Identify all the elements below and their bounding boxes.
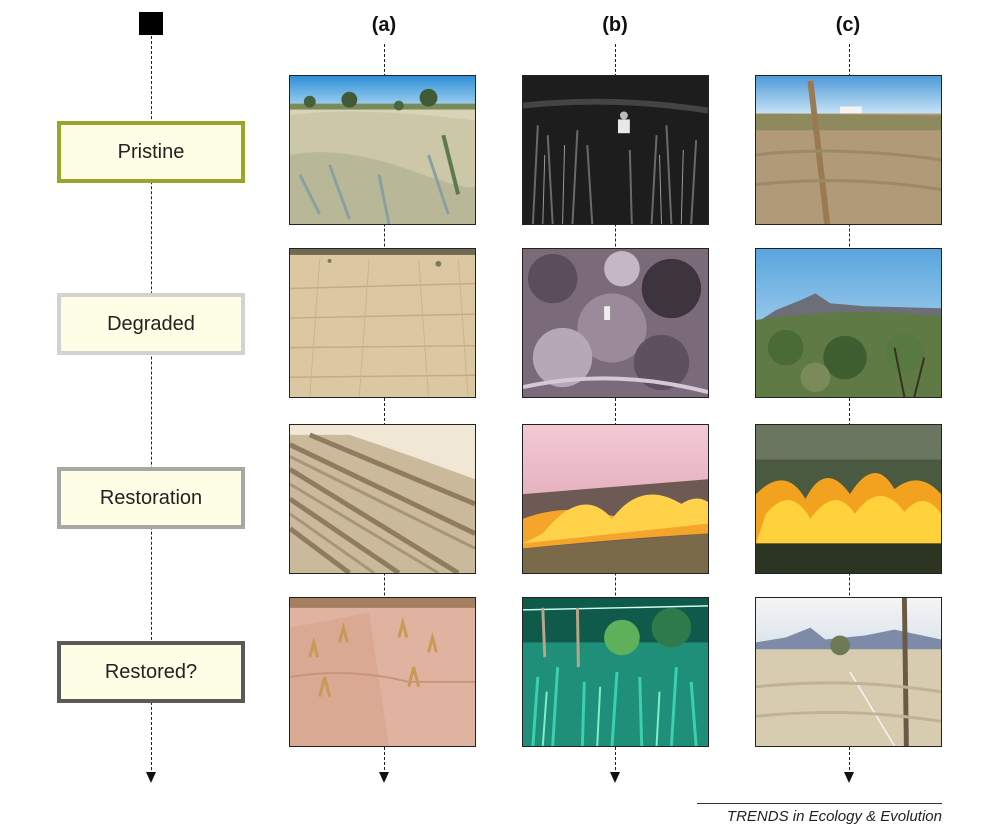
stage-label: Degraded [107,312,195,335]
column-line-c [849,44,850,770]
photo-a-restoration [289,424,476,574]
figure-credit: TRENDS in Ecology & Evolution [697,803,942,825]
stage-label: Restored? [104,660,198,683]
stage-label: Pristine [117,140,185,163]
stage-restoration: Restoration [57,467,245,529]
photo-a-restored [289,597,476,747]
timeline-arrow-left [146,772,156,783]
photo-b-restoration [522,424,709,574]
column-line-a [384,44,385,770]
stage-pristine: Pristine [57,121,245,183]
stage-restored: Restored? [57,641,245,703]
photo-c-restored [755,597,942,747]
photo-c-degraded [755,248,942,398]
start-marker [139,12,163,35]
column-arrow-b [610,772,620,783]
photo-a-pristine [289,75,476,225]
photo-c-restoration [755,424,942,574]
photo-c-pristine [755,75,942,225]
column-line-b [615,44,616,770]
stage-degraded: Degraded [57,293,245,355]
column-arrow-a [379,772,389,783]
column-label-c: (c) [835,14,861,36]
photo-b-restored [522,597,709,747]
column-label-a: (a) [371,14,397,36]
stage-label: Restoration [99,486,203,509]
timeline-line-left [151,36,152,770]
photo-b-pristine [522,75,709,225]
column-label-b: (b) [602,14,628,36]
column-arrow-c [844,772,854,783]
photo-a-degraded [289,248,476,398]
photo-b-degraded [522,248,709,398]
